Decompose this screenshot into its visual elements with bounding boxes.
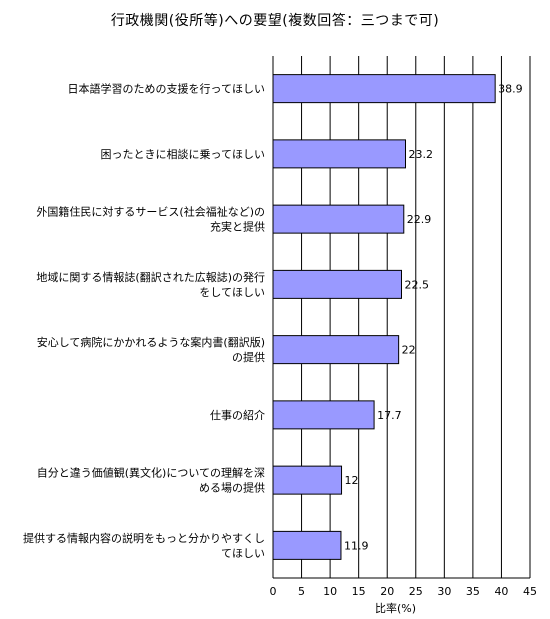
category-label: の提供 [232, 350, 265, 364]
category-label: 自分と違う価値観(異文化)についての理解を深 [37, 466, 265, 480]
x-tick-label: 20 [380, 585, 394, 598]
bar [272, 74, 496, 104]
category-label: 充実と提供 [210, 220, 265, 234]
data-label: 22.9 [407, 213, 432, 226]
category-label: 日本語学習のための支援を行ってほしい [68, 82, 265, 96]
x-tick-label: 15 [352, 585, 366, 598]
category-label: 困ったときに相談に乗ってほしい [101, 147, 265, 161]
x-tick-label: 35 [466, 585, 480, 598]
category-label: 仕事の紹介 [210, 409, 265, 422]
x-tick-label: 25 [409, 585, 423, 598]
category-label: 地域に関する情報誌(翻訳された広報誌)の発行 [36, 270, 265, 284]
bar [272, 400, 375, 430]
x-tick-label: 45 [523, 585, 537, 598]
bar [272, 204, 405, 234]
x-tick-label: 0 [270, 585, 277, 598]
category-label: てほしい [221, 547, 265, 560]
data-label: 22 [402, 344, 416, 357]
x-tick-label: 5 [298, 585, 305, 598]
data-label: 11.9 [344, 539, 369, 552]
category-label: 安心して病院にかかれるような案内書(翻訳版) [37, 335, 265, 349]
data-label: 17.7 [377, 409, 402, 422]
data-label: 22.5 [405, 278, 430, 291]
x-tick-label: 30 [437, 585, 451, 598]
x-tick-label: 10 [323, 585, 337, 598]
data-label: 23.2 [408, 148, 433, 161]
x-tick-label: 40 [494, 585, 508, 598]
data-label: 38.9 [498, 83, 523, 96]
bar [272, 139, 406, 169]
bar [272, 335, 400, 365]
bar [272, 465, 343, 495]
category-label: をしてほしい [199, 286, 265, 299]
bar [272, 530, 342, 560]
category-label: める場の提供 [199, 481, 265, 495]
data-label: 12 [345, 474, 359, 487]
category-label: 提供する情報内容の説明をもっと分かりやすくし [23, 531, 265, 545]
category-label: 外国籍住民に対するサービス(社会福祉など)の [36, 205, 265, 219]
bar [272, 269, 402, 299]
x-axis-title: 比率(%) [375, 601, 416, 615]
chart-title: 行政機関(役所等)への要望(複数回答：三つまで可) [110, 13, 440, 29]
